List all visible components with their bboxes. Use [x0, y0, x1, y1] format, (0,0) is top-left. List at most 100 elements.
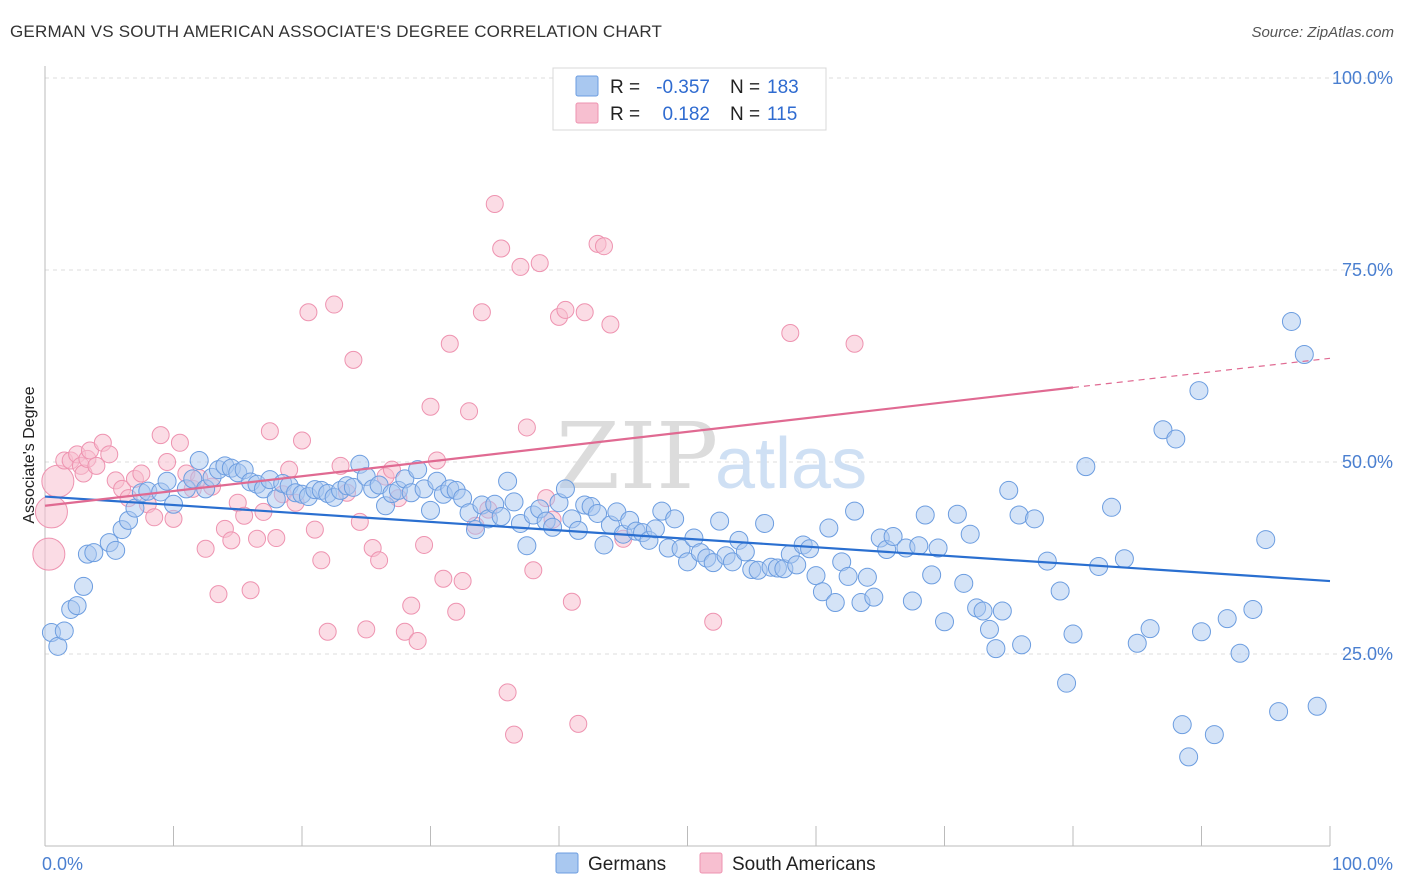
germans-point — [999, 480, 1019, 500]
south-americans-point — [434, 569, 453, 588]
germans-point — [819, 518, 839, 538]
germans-point — [864, 587, 884, 607]
legend-germans-n-label: N = — [730, 77, 760, 98]
south-americans-point — [421, 397, 440, 416]
germans-point — [543, 517, 563, 537]
germans-point — [555, 479, 575, 499]
south-americans-point — [151, 426, 170, 445]
south-americans-point — [222, 531, 241, 550]
south-americans-point — [781, 323, 800, 342]
legend-south-americans-n-label: N = — [730, 104, 760, 125]
germans-point — [1057, 673, 1077, 693]
germans-point — [1114, 549, 1134, 569]
south-americans-point — [370, 551, 389, 570]
south-americans-point — [453, 572, 472, 591]
germans-point — [504, 492, 524, 512]
x-tick-label-max: 100.0% — [1332, 854, 1393, 874]
south-americans-point — [145, 508, 164, 527]
germans-point — [54, 621, 74, 641]
south-americans-point — [408, 631, 427, 650]
germans-point — [1189, 381, 1209, 401]
germans-point — [1063, 624, 1083, 644]
germans-point — [1012, 635, 1032, 655]
germans-point — [1256, 530, 1276, 550]
germans-point — [1204, 725, 1224, 745]
germans-point — [1172, 715, 1192, 735]
south-americans-point — [575, 303, 594, 322]
germans-point — [1050, 581, 1070, 601]
south-americans-point — [267, 529, 286, 548]
south-americans-point — [344, 350, 363, 369]
germans-point — [883, 526, 903, 546]
south-americans-point — [485, 194, 504, 213]
south-americans-point — [562, 592, 581, 611]
legend-germans-n-value: 183 — [767, 77, 799, 98]
south-americans-point — [845, 334, 864, 353]
south-americans-point — [517, 418, 536, 437]
axes-layer — [44, 66, 1331, 847]
south-americans-point — [34, 495, 68, 529]
south-americans-point — [440, 334, 459, 353]
south-americans-point — [132, 464, 151, 483]
south-americans-point — [415, 535, 434, 554]
south-americans-point — [196, 539, 215, 558]
tick-labels: 25.0% 50.0% 75.0% 100.0% 0.0% 100.0% — [42, 68, 1393, 874]
x-tick-label-min: 0.0% — [42, 854, 83, 874]
south-americans-point — [170, 433, 189, 452]
germans-point — [973, 601, 993, 621]
germans-point — [845, 501, 865, 521]
south-americans-point — [235, 506, 254, 525]
south-americans-point — [511, 257, 530, 276]
legend-bottom-germans-label: Germans — [588, 854, 666, 875]
legend-germans-swatch — [575, 75, 599, 97]
y-axis-label: Associate's Degree — [21, 386, 38, 523]
germans-point — [594, 535, 614, 555]
chart-title: GERMAN VS SOUTH AMERICAN ASSOCIATE'S DEG… — [10, 22, 663, 41]
germans-point — [1230, 643, 1250, 663]
germans-points — [41, 311, 1327, 767]
germans-point — [960, 524, 980, 544]
south-americans-point — [325, 295, 344, 314]
germans-point — [517, 536, 537, 556]
south-americans-point — [530, 254, 549, 273]
south-americans-point — [472, 303, 491, 322]
germans-point — [84, 543, 104, 563]
south-americans-points — [32, 194, 864, 744]
south-americans-point — [32, 537, 66, 571]
south-americans-point — [41, 464, 75, 498]
south-americans-point — [357, 620, 376, 639]
germans-point — [928, 538, 948, 558]
germans-point — [915, 505, 935, 525]
south-americans-point — [100, 445, 119, 464]
legend-south-americans-swatch — [575, 102, 599, 124]
south-americans-point — [460, 402, 479, 421]
y-tick-label-50: 50.0% — [1342, 452, 1393, 472]
germans-point — [710, 511, 730, 531]
south-americans-point — [498, 683, 517, 702]
germans-point — [735, 542, 755, 562]
y-tick-label-25: 25.0% — [1342, 644, 1393, 664]
germans-point — [421, 500, 440, 520]
south-americans-point — [569, 714, 588, 733]
germans-point — [588, 503, 608, 523]
germans-point — [1102, 497, 1122, 517]
south-americans-point — [601, 315, 620, 334]
legend-south-americans-r-label: R = — [610, 104, 640, 125]
germans-point — [1269, 702, 1289, 722]
germans-point — [1153, 420, 1173, 440]
legend-bottom: Germans South Americans — [555, 852, 876, 875]
south-americans-point — [556, 300, 575, 319]
germans-point — [902, 591, 922, 611]
germans-point — [1192, 622, 1211, 642]
germans-point — [74, 576, 94, 596]
germans-point — [1076, 457, 1096, 477]
south-americans-point — [248, 529, 267, 548]
south-americans-point — [209, 585, 228, 604]
germans-point — [909, 536, 929, 556]
y-tick-label-75: 75.0% — [1342, 260, 1393, 280]
germans-point — [992, 601, 1012, 621]
germans-point — [491, 507, 511, 527]
legend-bottom-south-americans-swatch — [699, 852, 723, 874]
germans-point — [1166, 429, 1186, 449]
watermark-atlas: atlas — [715, 424, 867, 504]
